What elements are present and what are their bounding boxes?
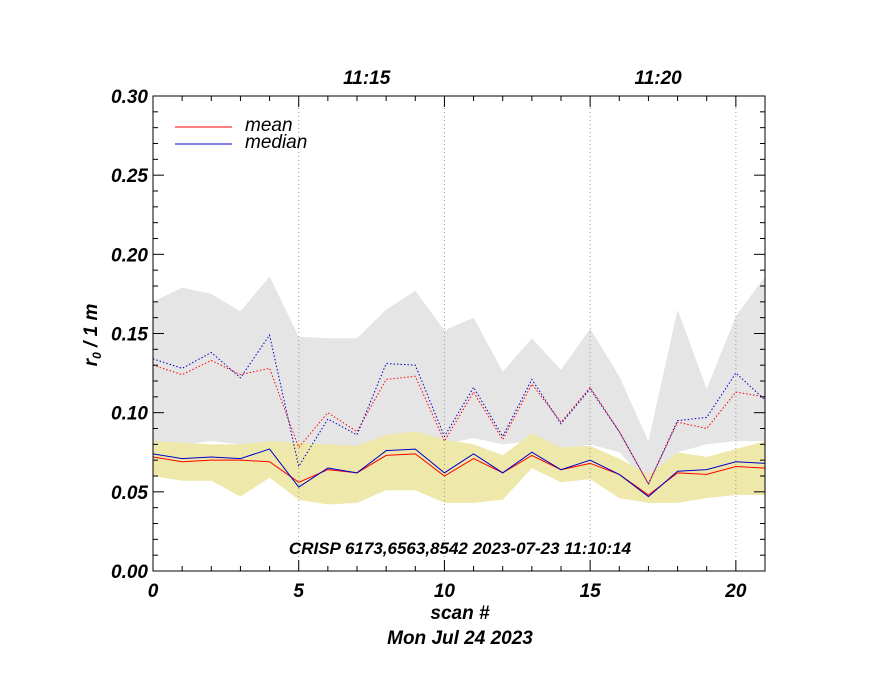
x-tick-label-15: 15: [580, 581, 602, 602]
axis-tick-labels: 0 5 10 15 20 0.00 0.05 0.10 0.15 0.20 0.25 0.30: [111, 87, 747, 602]
axis-ticks: [152, 95, 766, 572]
date-label: Mon Jul 24 2023: [387, 628, 533, 649]
legend: mean median: [175, 115, 307, 153]
band-0: [153, 276, 765, 484]
y-tick-label-0: 0.00: [111, 562, 148, 583]
instrument-annotation: CRISP 6173,6563,8542 2023-07-23 11:10:14: [289, 539, 632, 558]
legend-label-mean: mean: [245, 115, 293, 136]
legend-label-median: median: [245, 132, 307, 153]
x-tick-label-0: 0: [148, 581, 159, 602]
y-tick-label-4: 0.20: [111, 245, 148, 266]
series-median-1: [152, 448, 766, 498]
series-lines: [152, 333, 766, 498]
y-tick-label-5: 0.25: [111, 166, 148, 187]
y-axis-title: r0 / 1 m: [81, 304, 104, 367]
y-tick-label-2: 0.10: [111, 404, 148, 425]
top-time-label-1: 11:20: [635, 68, 683, 89]
band-1: [153, 431, 765, 505]
percentile-bands: [153, 276, 765, 505]
y-tick-label-1: 0.05: [111, 483, 148, 504]
x-axis-title: scan #: [430, 603, 490, 624]
x-tick-label-10: 10: [434, 581, 456, 602]
x-tick-label-5: 5: [293, 581, 304, 602]
y-tick-label-6: 0.30: [111, 87, 148, 108]
series-dotted-3: [152, 333, 766, 486]
top-time-label-0: 11:15: [343, 68, 391, 89]
series-dotted-2: [152, 359, 766, 486]
top-time-axis: 11:15 11:20: [343, 68, 682, 89]
x-tick-label-20: 20: [724, 581, 747, 602]
y-tick-label-3: 0.15: [111, 325, 148, 346]
